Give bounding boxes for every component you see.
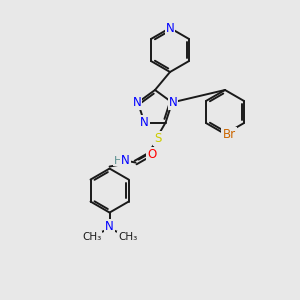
Text: N: N (133, 96, 141, 109)
Text: CH₃: CH₃ (82, 232, 101, 242)
Text: N: N (169, 96, 178, 109)
Text: N: N (105, 220, 114, 233)
Text: S: S (154, 132, 161, 145)
Text: N: N (121, 154, 130, 167)
Text: H: H (113, 156, 122, 166)
Text: Br: Br (222, 128, 236, 140)
Text: CH₃: CH₃ (118, 232, 137, 242)
Text: N: N (166, 22, 174, 34)
Text: N: N (140, 116, 149, 129)
Text: O: O (147, 148, 156, 161)
